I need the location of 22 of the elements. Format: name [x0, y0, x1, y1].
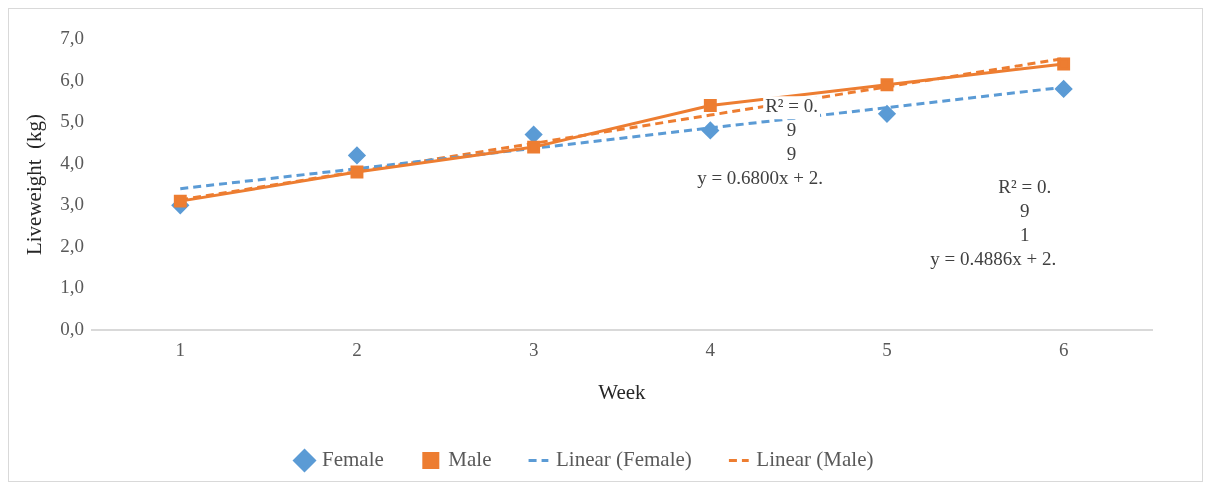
y-tick-label: 2,0 [60, 234, 84, 256]
legend-label: Female [322, 447, 384, 472]
x-tick-label: 6 [1058, 339, 1069, 361]
legend-label: Linear (Female) [555, 447, 692, 472]
y-tick-label: 1,0 [60, 276, 84, 298]
y-tick-label: 5,0 [60, 110, 84, 132]
x-axis-title: Week [598, 379, 647, 404]
annotation: R² = 0. 9 1 y = 0.4886x + 2. [930, 176, 1057, 270]
y-tick-label: 0,0 [60, 317, 84, 339]
x-tick-label: 4 [705, 339, 716, 361]
y-axis-title: Liveweight (kg) [22, 113, 47, 256]
legend-label: Male [448, 447, 492, 472]
x-tick-label: 5 [882, 339, 892, 361]
y-tick-label: 7,0 [60, 26, 84, 48]
y-tick-label: 6,0 [60, 68, 84, 90]
x-tick-label: 3 [528, 339, 539, 361]
y-tick-label: 4,0 [60, 151, 84, 173]
legend-label: Linear (Male) [756, 447, 874, 472]
x-tick-label: 1 [175, 339, 186, 361]
x-tick-label: 2 [352, 339, 362, 361]
annotation: R² = 0. 9 9 y = 0.6800x + 2. [697, 94, 824, 188]
y-tick-label: 3,0 [60, 193, 84, 215]
